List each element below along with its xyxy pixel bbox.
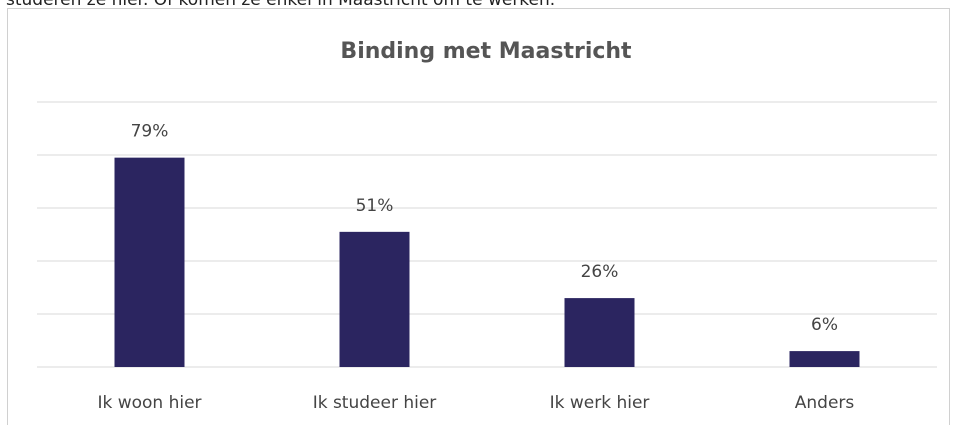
bar — [339, 231, 410, 367]
value-label: 26% — [581, 262, 619, 282]
bar — [789, 351, 860, 367]
value-label: 79% — [131, 122, 169, 142]
x-tick-label: Ik woon hier — [97, 393, 201, 413]
bar — [564, 298, 635, 367]
x-tick-label: Ik studeer hier — [313, 393, 437, 413]
bar — [114, 157, 185, 367]
plot-area: 79% Ik woon hier 51% Ik studeer hier 26% Ik w… — [37, 101, 937, 413]
value-label: 51% — [356, 196, 394, 216]
chart-title: Binding met Maastricht — [340, 39, 632, 64]
x-tick-label: Anders — [795, 393, 855, 413]
x-tick-label: Ik werk hier — [550, 393, 650, 413]
caption-text: studeren ze hier. Of komen ze enkel in M… — [6, 0, 555, 10]
value-label: 6% — [811, 315, 838, 335]
